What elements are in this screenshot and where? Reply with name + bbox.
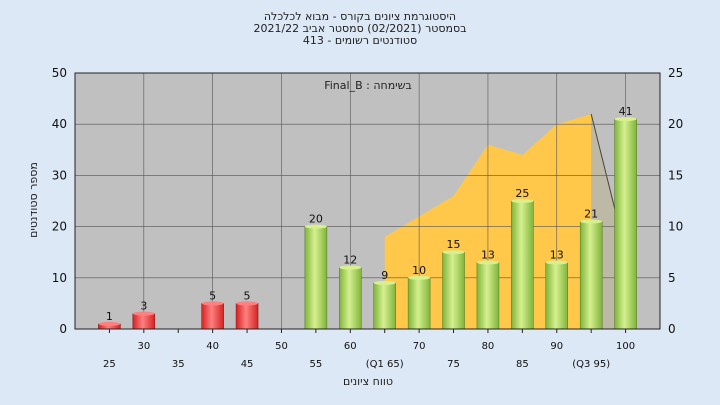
- histogram-bar: [201, 303, 224, 330]
- chart-annotation: בשימחה : Final_B: [324, 79, 412, 92]
- chart-title-line-1: היסטוגרמת ציונים בקורס - מבוא לכלכלה: [263, 10, 457, 23]
- y2-tick-label: 10: [668, 220, 683, 234]
- x-tick-label: 85: [516, 359, 529, 370]
- bar-value-label: 13: [481, 248, 495, 261]
- y2-tick-label: 15: [668, 168, 683, 182]
- histogram-bar: [511, 200, 534, 330]
- histogram-bar-cap: [511, 199, 534, 203]
- histogram-bar-cap: [442, 250, 465, 255]
- histogram-bar: [373, 282, 396, 330]
- histogram-bar: [442, 251, 465, 330]
- histogram-bar-cap: [476, 260, 499, 265]
- bar-value-label: 9: [381, 269, 388, 282]
- histogram-bar-cap: [339, 265, 362, 270]
- x-tick-label: 80: [482, 341, 495, 352]
- bar-value-label: 21: [584, 207, 598, 220]
- plot-frame: [74, 72, 661, 330]
- y-axis-title: מספר סטודנטים: [27, 162, 40, 238]
- y-tick-label: 40: [52, 117, 67, 131]
- bar-value-label: 10: [412, 264, 426, 277]
- x-tick-label: 55: [310, 359, 323, 370]
- histogram-bar-cap: [545, 260, 568, 265]
- bar-value-label: 5: [244, 289, 251, 302]
- bar-value-label: 13: [550, 248, 564, 261]
- y-tick-label: 50: [52, 66, 67, 80]
- histogram-bar: [339, 267, 362, 330]
- x-tick-label: (Q3 95): [572, 359, 610, 370]
- histogram-bar-cap: [201, 301, 224, 306]
- chart-title-line-3: סטודנטים רשומים - 413: [302, 34, 418, 47]
- histogram-bar-cap: [132, 311, 155, 316]
- x-tick-label: 35: [172, 359, 185, 370]
- y2-tick-label: 5: [668, 271, 676, 285]
- x-tick-label: 75: [447, 359, 460, 370]
- histogram-bar: [476, 262, 500, 330]
- histogram-bar: [407, 277, 431, 330]
- histogram-bar: [579, 221, 603, 330]
- x-tick-label: 90: [550, 341, 563, 352]
- x-tick-label: (Q1 65): [366, 359, 404, 370]
- bar-value-label: 20: [309, 213, 323, 226]
- y-tick-label: 0: [59, 322, 67, 336]
- x-tick-label: 45: [241, 359, 254, 370]
- bar-value-label: 15: [447, 238, 461, 251]
- histogram-bar-cap: [98, 321, 121, 326]
- histogram-bar-cap: [236, 301, 259, 306]
- y2-tick-label: 20: [668, 117, 683, 131]
- histogram-bar-cap: [580, 219, 603, 224]
- y-tick-label: 20: [52, 220, 67, 234]
- y2-tick-label: 25: [668, 66, 683, 80]
- bar-value-label: 3: [140, 300, 147, 313]
- x-tick-label: 100: [616, 341, 635, 352]
- bar-value-label: 41: [619, 105, 633, 118]
- bar-value-label: 25: [515, 187, 529, 200]
- x-tick-label: 50: [275, 341, 288, 352]
- chart-title-line-2: בסמסטר (02/2021) סמסטר אביב 2021/22: [253, 22, 467, 35]
- histogram-bar-cap: [614, 117, 637, 122]
- x-axis-title: טווח ציונים: [343, 375, 393, 388]
- y-tick-label: 10: [52, 271, 67, 285]
- x-tick-label: 70: [413, 341, 426, 352]
- x-tick-label: 30: [137, 341, 150, 352]
- y-tick-label: 30: [52, 168, 67, 182]
- histogram-bar-cap: [373, 280, 396, 285]
- histogram-bar-cap: [408, 275, 431, 280]
- histogram-bar: [545, 262, 569, 330]
- histogram-bar: [132, 313, 156, 330]
- histogram-bar-cap: [304, 224, 327, 229]
- y2-tick-label: 0: [668, 322, 676, 336]
- x-tick-label: 60: [344, 341, 357, 352]
- bar-value-label: 5: [209, 289, 216, 302]
- bar-value-label: 1: [106, 310, 113, 323]
- histogram-bar: [235, 303, 259, 330]
- histogram-bar: [304, 226, 328, 330]
- histogram-bar: [614, 118, 637, 330]
- x-tick-label: 40: [206, 341, 219, 352]
- x-tick-label: 25: [103, 359, 116, 370]
- bar-value-label: 12: [343, 254, 357, 267]
